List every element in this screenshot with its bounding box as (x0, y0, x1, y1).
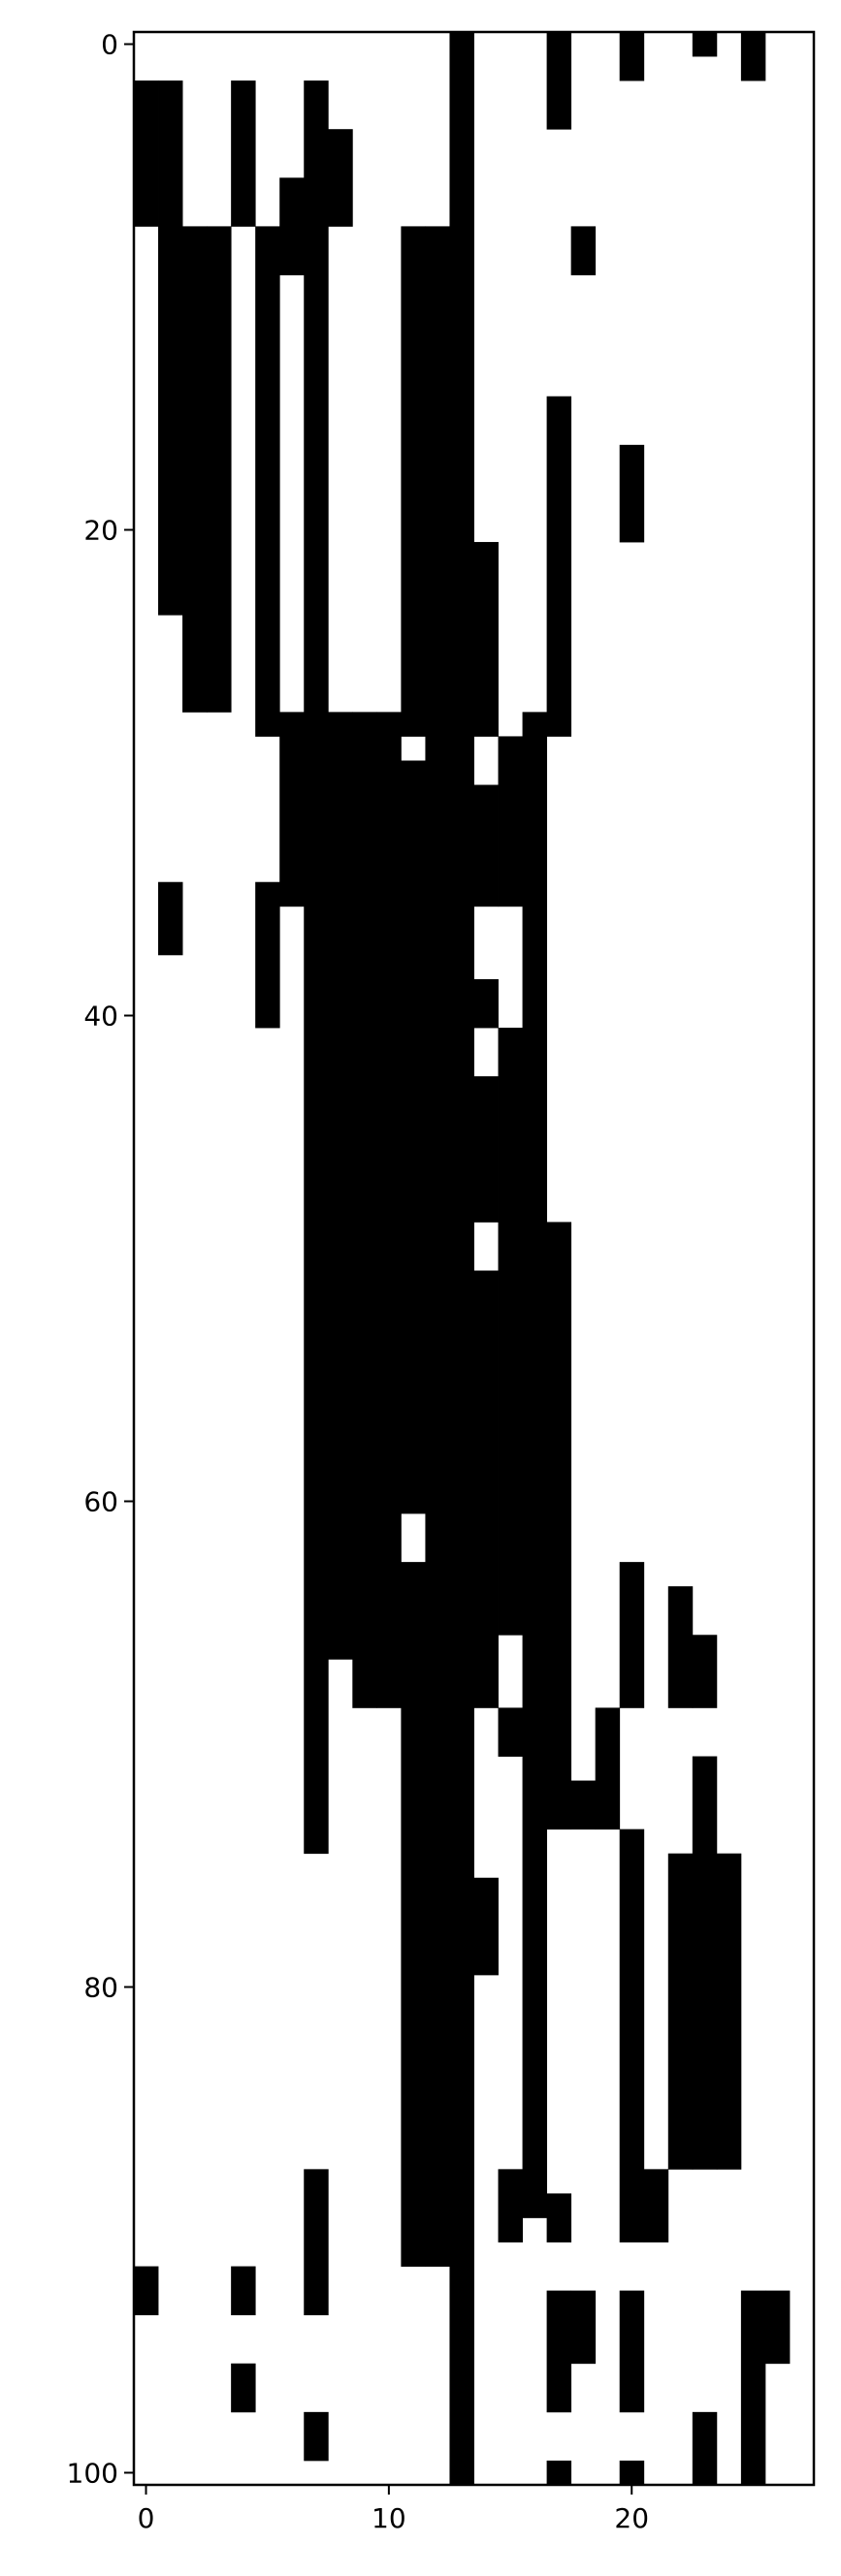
filled-cell-run (570, 2290, 597, 2365)
filled-cell-run (304, 2411, 329, 2462)
y-tick-label: 60 (83, 1485, 118, 1517)
filled-cell-run (231, 80, 256, 227)
filled-cell-run (522, 712, 548, 2218)
filled-cell-run (328, 712, 353, 1660)
y-tick-label: 100 (67, 2457, 118, 2489)
filled-cell-run (498, 1707, 523, 1757)
filled-cell-run (498, 736, 523, 907)
y-axis: 0 20 40 60 80 100 (67, 29, 134, 2489)
filled-cell-run (255, 226, 280, 737)
filled-cell-run (158, 80, 183, 616)
filled-cell-run (158, 881, 183, 956)
filled-cell-run (352, 712, 377, 1708)
filled-cell-run (231, 2266, 256, 2316)
filled-cell-run (619, 2460, 645, 2486)
filled-cell-run (570, 226, 597, 275)
y-tick-label: 40 (83, 1001, 118, 1033)
filled-cell-run (619, 1829, 645, 2242)
filled-cell-run (667, 1586, 694, 1708)
filled-cell-run (425, 226, 450, 2267)
filled-cell-run (401, 1562, 426, 2267)
x-axis: 0 10 20 (138, 2485, 649, 2534)
filled-cell-run (546, 396, 572, 737)
filled-cell-run (376, 712, 402, 1708)
filled-cell-run (279, 177, 305, 275)
filled-cell-run (473, 1877, 499, 1976)
filled-cell-run (643, 2169, 669, 2242)
filled-cell-run (279, 712, 305, 907)
filled-cell-run (740, 2290, 766, 2486)
filled-cell-run (134, 2266, 159, 2316)
plot-frame (132, 30, 816, 2487)
filled-cell-run (473, 978, 499, 1029)
filled-cell-run (134, 80, 159, 227)
filled-cell-run (740, 32, 766, 81)
filled-cell-run (619, 1562, 645, 1708)
filled-cell-run (692, 32, 718, 57)
filled-cell-run (692, 1756, 718, 2170)
filled-cell-run (498, 1028, 523, 1636)
filled-cell-run (692, 1635, 718, 1708)
filled-cell-run (546, 2460, 572, 2486)
filled-cell-run (401, 760, 426, 1514)
filled-cell-run (473, 1270, 499, 1708)
filled-cell-run (473, 1076, 499, 1223)
filled-cell-run (182, 226, 208, 713)
filled-cell-run (449, 32, 474, 2486)
filled-cell-run (619, 2290, 645, 2413)
filled-cell-run (401, 226, 426, 737)
filled-cell-run (570, 1780, 597, 1830)
y-tick-label: 20 (83, 515, 118, 547)
filled-cell-run (498, 2169, 523, 2242)
x-tick-label: 0 (138, 2502, 155, 2534)
filled-cell-run (764, 2290, 791, 2365)
filled-cell-run (716, 1853, 742, 2170)
filled-cell-run (619, 444, 645, 543)
filled-cell-run (207, 226, 232, 713)
filled-cell-run (546, 1222, 572, 1830)
filled-cell-run (231, 2363, 256, 2413)
filled-cell-run (595, 1707, 621, 1830)
filled-cell-run (304, 2169, 329, 2316)
filled-cell-run (473, 784, 499, 907)
filled-cell-run (667, 1853, 694, 2170)
filled-cell-run (546, 32, 572, 130)
x-tick-label: 10 (372, 2502, 406, 2534)
filled-cell-run (255, 881, 280, 1029)
y-tick-label: 80 (83, 1971, 118, 2003)
filled-cell-run (619, 32, 645, 81)
filled-cell-run (304, 80, 329, 1855)
heatmap-cells (134, 32, 791, 2486)
filled-cell-run (473, 542, 499, 737)
y-tick-label: 0 (101, 29, 118, 61)
filled-cell-run (546, 2193, 572, 2242)
filled-cell-run (692, 2411, 718, 2486)
filled-cell-run (328, 129, 353, 227)
filled-cell-run (546, 2290, 572, 2413)
x-tick-label: 20 (614, 2502, 649, 2534)
